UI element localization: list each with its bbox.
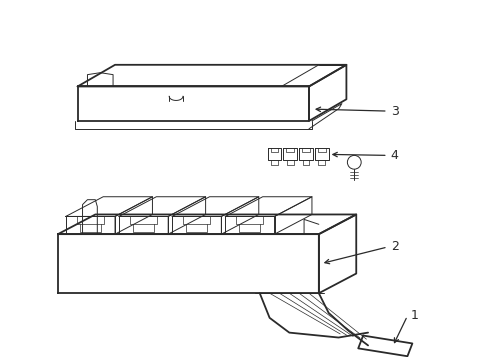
- Text: 4: 4: [390, 149, 398, 162]
- Text: 3: 3: [390, 105, 398, 118]
- Text: 2: 2: [390, 240, 398, 253]
- Text: 1: 1: [409, 309, 417, 322]
